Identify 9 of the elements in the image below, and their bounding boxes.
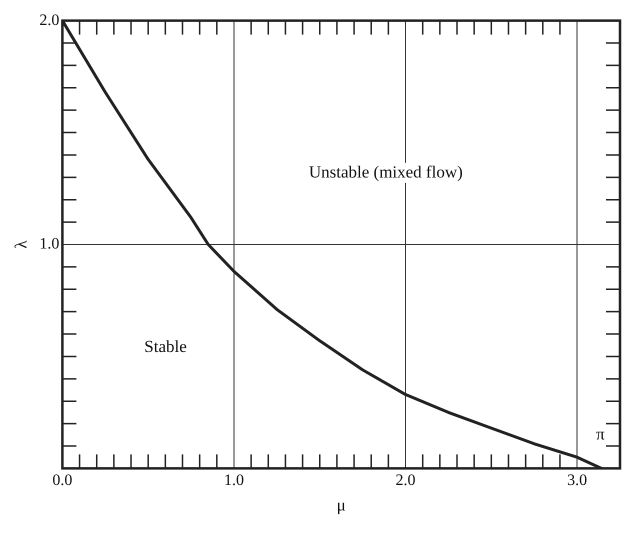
- x-tick-label: 0.0: [52, 472, 72, 490]
- x-tick-label: 2.0: [396, 472, 416, 490]
- annotation: π: [596, 424, 606, 444]
- annotation: Unstable (mixed flow): [308, 162, 463, 182]
- y-axis-title: λ: [12, 240, 31, 249]
- x-tick-label: 1.0: [224, 472, 244, 490]
- x-tick-label: 3.0: [567, 472, 588, 490]
- annotation: Stable: [144, 336, 187, 356]
- x-axis-title: μ: [336, 495, 346, 514]
